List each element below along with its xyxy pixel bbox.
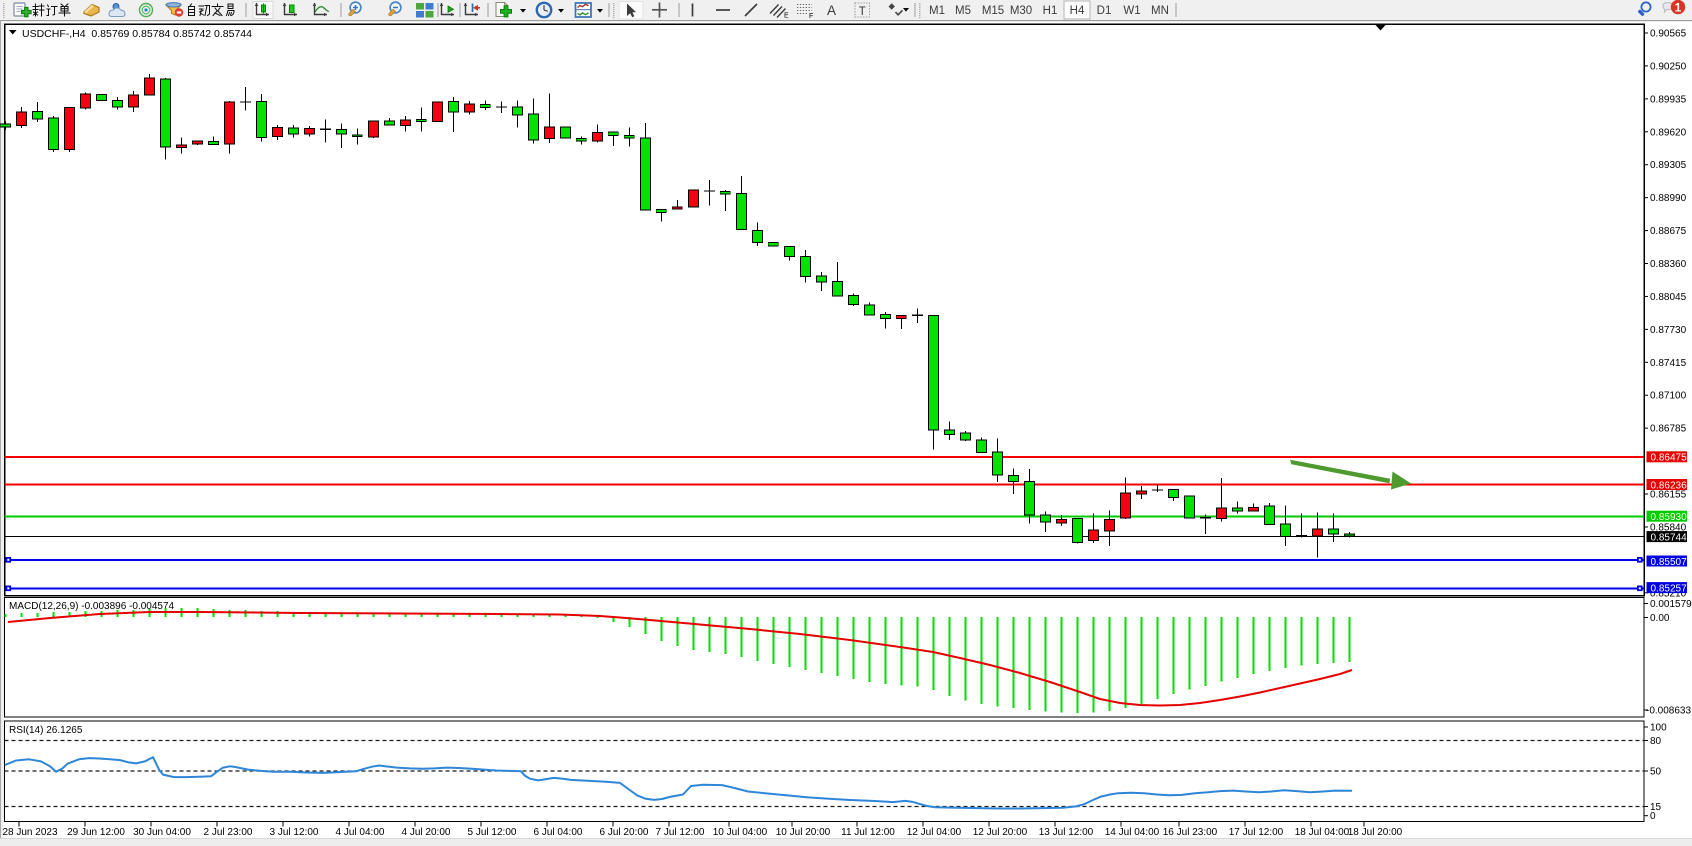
svg-text:14 Jul 04:00: 14 Jul 04:00 <box>1105 827 1160 838</box>
svg-text:0.85930: 0.85930 <box>1651 512 1688 523</box>
svg-text:11 Jul 12:00: 11 Jul 12:00 <box>841 827 895 838</box>
svg-text:15: 15 <box>1650 802 1662 813</box>
svg-text:H4: H4 <box>1070 5 1085 17</box>
svg-text:0.89305: 0.89305 <box>1650 160 1687 171</box>
svg-text:80: 80 <box>1650 736 1662 747</box>
svg-text:7 Jul 12:00: 7 Jul 12:00 <box>656 827 705 838</box>
svg-text:E: E <box>784 13 789 20</box>
svg-text:5 Jul 12:00: 5 Jul 12:00 <box>468 827 517 838</box>
svg-text:0.001579: 0.001579 <box>1650 599 1692 610</box>
svg-text:3 Jul 12:00: 3 Jul 12:00 <box>270 827 319 838</box>
svg-text:0.88360: 0.88360 <box>1650 259 1687 270</box>
svg-text:6 Jul 20:00: 6 Jul 20:00 <box>600 827 649 838</box>
svg-text:100: 100 <box>1650 723 1667 734</box>
svg-text:30 Jun 04:00: 30 Jun 04:00 <box>133 827 191 838</box>
svg-text:USDCHF-,H4 0.85769 0.85784 0.: USDCHF-,H4 0.85769 0.85784 0.85742 0.857… <box>22 28 252 40</box>
svg-text:12 Jul 04:00: 12 Jul 04:00 <box>907 827 962 838</box>
svg-text:M5: M5 <box>955 5 971 17</box>
svg-text:0.88990: 0.88990 <box>1650 193 1687 204</box>
svg-text:0.88045: 0.88045 <box>1650 292 1687 303</box>
svg-text:RSI(14) 26.1265: RSI(14) 26.1265 <box>9 725 83 736</box>
svg-text:W1: W1 <box>1123 5 1140 17</box>
svg-text:0: 0 <box>1650 811 1656 822</box>
svg-text:0.00: 0.00 <box>1650 613 1670 624</box>
svg-text:-0.008633: -0.008633 <box>1646 706 1691 717</box>
svg-text:6 Jul 04:00: 6 Jul 04:00 <box>534 827 583 838</box>
svg-text:0.85744: 0.85744 <box>1651 532 1688 543</box>
svg-text:50: 50 <box>1650 767 1662 778</box>
svg-text:0.86475: 0.86475 <box>1651 453 1688 464</box>
svg-text:0.90250: 0.90250 <box>1650 61 1687 72</box>
svg-text:D1: D1 <box>1097 5 1112 17</box>
svg-text:M15: M15 <box>982 5 1004 17</box>
svg-text:A: A <box>827 3 836 18</box>
svg-text:MN: MN <box>1151 5 1169 17</box>
svg-text:1: 1 <box>1675 0 1682 14</box>
svg-text:10 Jul 04:00: 10 Jul 04:00 <box>713 827 768 838</box>
svg-text:0.87100: 0.87100 <box>1650 391 1687 402</box>
svg-text:F: F <box>809 13 813 20</box>
svg-text:T: T <box>859 6 866 18</box>
svg-text:0.85257: 0.85257 <box>1651 583 1688 594</box>
svg-text:4 Jul 20:00: 4 Jul 20:00 <box>402 827 451 838</box>
svg-text:H1: H1 <box>1043 5 1058 17</box>
svg-text:29 Jun 12:00: 29 Jun 12:00 <box>67 827 125 838</box>
svg-text:M30: M30 <box>1010 5 1032 17</box>
svg-text:12 Jul 20:00: 12 Jul 20:00 <box>973 827 1028 838</box>
svg-text:0.85210: 0.85210 <box>1650 588 1687 599</box>
svg-text:0.86155: 0.86155 <box>1650 490 1687 501</box>
svg-text:M1: M1 <box>929 5 945 17</box>
svg-text:13 Jul 12:00: 13 Jul 12:00 <box>1039 827 1094 838</box>
svg-text:17 Jul 12:00: 17 Jul 12:00 <box>1229 827 1284 838</box>
svg-text:0.87415: 0.87415 <box>1650 358 1687 369</box>
svg-text:0.86785: 0.86785 <box>1650 424 1687 435</box>
svg-text:10 Jul 20:00: 10 Jul 20:00 <box>776 827 831 838</box>
svg-text:16 Jul 23:00: 16 Jul 23:00 <box>1163 827 1218 838</box>
svg-text:0.85840: 0.85840 <box>1650 522 1687 533</box>
svg-text:0.86236: 0.86236 <box>1651 480 1688 491</box>
svg-text:0.89620: 0.89620 <box>1650 127 1687 138</box>
svg-text:2 Jul 23:00: 2 Jul 23:00 <box>204 827 253 838</box>
svg-text:0.85507: 0.85507 <box>1651 557 1688 568</box>
svg-text:MACD(12,26,9) -0.003896 -0.004: MACD(12,26,9) -0.003896 -0.004574 <box>9 601 175 612</box>
svg-text:0.90565: 0.90565 <box>1650 29 1687 40</box>
svg-text:0.89935: 0.89935 <box>1650 94 1687 105</box>
svg-text:0.88675: 0.88675 <box>1650 226 1687 237</box>
svg-text:18 Jul 20:00: 18 Jul 20:00 <box>1348 827 1403 838</box>
svg-text:0.87730: 0.87730 <box>1650 325 1687 336</box>
svg-text:28 Jun 2023: 28 Jun 2023 <box>2 827 57 838</box>
svg-text:4 Jul 04:00: 4 Jul 04:00 <box>336 827 385 838</box>
svg-text:18 Jul 04:00: 18 Jul 04:00 <box>1295 827 1350 838</box>
